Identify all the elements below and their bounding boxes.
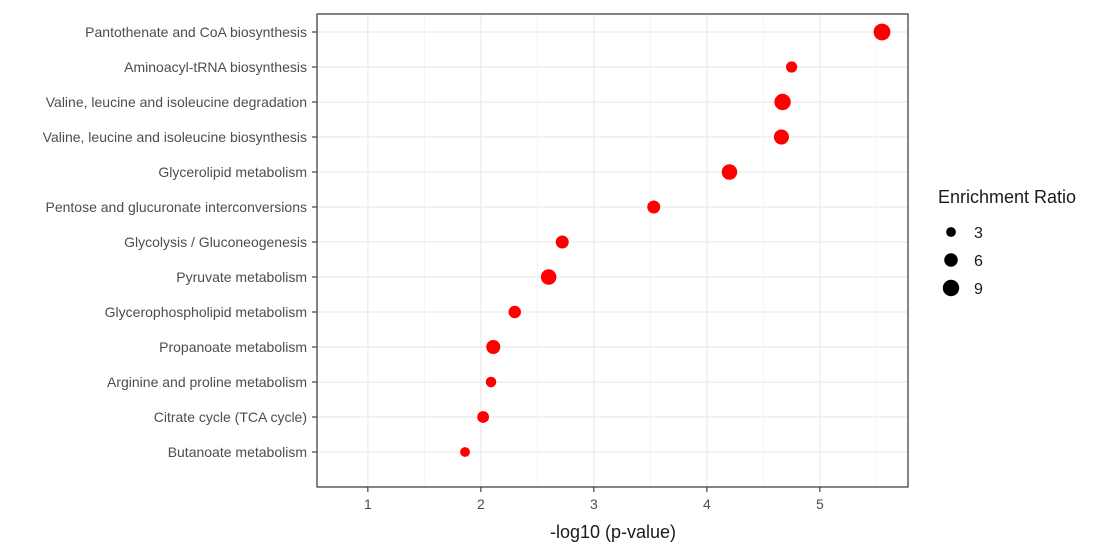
y-tick-label: Pentose and glucuronate interconversions: [45, 199, 307, 215]
data-point: [773, 129, 789, 145]
y-tick-label: Propanoate metabolism: [159, 339, 307, 355]
legend-key: [942, 279, 960, 297]
panel-background: [317, 14, 908, 487]
y-tick-label: Valine, leucine and isoleucine degradati…: [46, 94, 307, 110]
legend-title: Enrichment Ratio: [938, 187, 1076, 207]
y-tick-label: Aminoacyl-tRNA biosynthesis: [124, 59, 307, 75]
x-axis: 1 2 3 4 5: [364, 487, 824, 512]
legend-key: [944, 253, 958, 267]
grid-layer: [317, 14, 908, 487]
y-tick-label: Glycerophospholipid metabolism: [105, 304, 307, 320]
data-point: [555, 235, 569, 249]
y-tick-label: Pantothenate and CoA biosynthesis: [85, 24, 307, 40]
x-tick-label: 2: [477, 496, 485, 512]
legend-label: 3: [974, 225, 983, 242]
x-tick-label: 3: [590, 496, 598, 512]
y-tick-label: Glycolysis / Gluconeogenesis: [124, 234, 307, 250]
data-point: [460, 447, 470, 457]
legend-label: 6: [974, 253, 983, 270]
data-point: [485, 376, 497, 388]
data-point: [721, 164, 738, 180]
data-point: [540, 269, 557, 285]
y-tick-label: Citrate cycle (TCA cycle): [154, 409, 307, 425]
y-tick-label: Glycerolipid metabolism: [158, 164, 307, 180]
data-point: [873, 23, 891, 41]
x-axis-title: -log10 (p-value): [550, 522, 676, 542]
data-point: [486, 339, 501, 355]
y-tick-label: Valine, leucine and isoleucine biosynthe…: [43, 129, 307, 145]
panel-border-layer: [316, 13, 909, 488]
panel-border: [316, 13, 909, 488]
x-tick-label: 1: [364, 496, 372, 512]
y-axis: Pantothenate and CoA biosynthesis Aminoac…: [43, 24, 317, 460]
data-point: [477, 411, 490, 423]
y-tick-label: Arginine and proline metabolism: [107, 374, 307, 390]
y-tick-label: Pyruvate metabolism: [176, 269, 307, 285]
data-point: [786, 61, 798, 73]
y-tick-label: Butanoate metabolism: [168, 444, 307, 460]
data-point: [508, 305, 521, 319]
legend: Enrichment Ratio 3 6 9: [938, 187, 1076, 298]
points-layer: [460, 23, 891, 457]
legend-key: [946, 227, 956, 237]
data-point: [774, 93, 791, 111]
x-tick-label: 5: [816, 496, 824, 512]
legend-label: 9: [974, 281, 983, 298]
x-tick-label: 4: [703, 496, 711, 512]
data-point: [647, 200, 661, 214]
